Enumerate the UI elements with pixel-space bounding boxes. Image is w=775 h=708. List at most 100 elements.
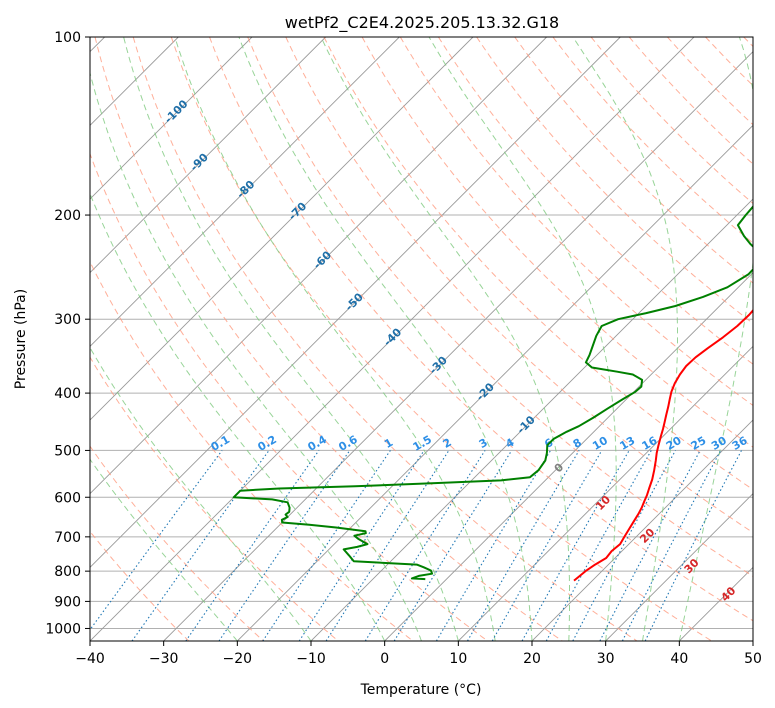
dry-adiabat-label: 30 bbox=[682, 556, 702, 576]
dry-adiabat-line bbox=[552, 37, 753, 244]
isotherm-line bbox=[384, 272, 753, 641]
y-tick-label: 200 bbox=[54, 208, 81, 224]
y-tick-label: 600 bbox=[54, 490, 81, 506]
x-tick-label: 20 bbox=[523, 651, 541, 667]
isotherm-line bbox=[90, 37, 326, 274]
moist-adiabat-line bbox=[428, 37, 617, 641]
x-tick-label: 30 bbox=[597, 651, 615, 667]
isotherm-label: -60 bbox=[311, 248, 334, 271]
moist-adiabat-line bbox=[90, 458, 238, 641]
y-tick-label: 1000 bbox=[45, 621, 81, 637]
isotherm-line bbox=[90, 37, 474, 421]
moist-adiabat-line bbox=[90, 346, 312, 641]
dry-adiabat-line bbox=[247, 37, 753, 577]
isotherm-label: -80 bbox=[234, 178, 257, 201]
dry-adiabat-line bbox=[705, 37, 753, 87]
isotherm-line bbox=[90, 37, 253, 200]
isotherm-line bbox=[605, 493, 753, 641]
dry-adiabat-line bbox=[476, 37, 753, 325]
isotherm-line bbox=[679, 566, 753, 641]
dry-adiabat-label: 20 bbox=[637, 526, 657, 546]
mixing-ratio-label: 4 bbox=[503, 436, 516, 451]
isotherm-label: -40 bbox=[381, 325, 404, 348]
plot-frame bbox=[89, 36, 754, 642]
y-tick-label: 300 bbox=[54, 312, 81, 328]
moist-adiabat-line bbox=[678, 37, 753, 641]
mixing-ratio-line bbox=[393, 450, 513, 641]
y-tick-label: 400 bbox=[54, 386, 81, 402]
dry-adiabat-line bbox=[132, 37, 638, 641]
dry-adiabat-line bbox=[743, 37, 753, 48]
dry-adiabat-line bbox=[90, 445, 264, 641]
mixing-ratio-line bbox=[325, 450, 450, 641]
isotherm-label: -100 bbox=[162, 97, 191, 126]
isotherm-line bbox=[163, 51, 753, 641]
moist-adiabat-line bbox=[123, 37, 459, 641]
isotherm-line bbox=[90, 37, 695, 641]
y-tick-label: 900 bbox=[54, 594, 81, 610]
chart-title: wetPf2_C2E4.2025.205.13.32.G18 bbox=[285, 13, 559, 33]
mixing-ratio-line bbox=[545, 450, 652, 641]
moist-adiabat-line bbox=[90, 192, 386, 641]
isotherm-line bbox=[531, 419, 753, 641]
isotherm-label: -90 bbox=[188, 151, 211, 174]
x-axis-label: Temperature (°C) bbox=[360, 682, 482, 698]
profile-lines bbox=[232, 205, 753, 582]
x-tick-label: 10 bbox=[449, 651, 467, 667]
x-tick-label: −10 bbox=[296, 651, 326, 667]
mixing-ratio-line bbox=[364, 450, 486, 641]
dry-adiabat-line bbox=[90, 260, 414, 641]
mixing-ratio-line bbox=[644, 450, 742, 641]
temperature-profile-line bbox=[573, 308, 753, 582]
y-axis-label: Pressure (hPa) bbox=[13, 289, 29, 389]
mixing-ratio-line bbox=[435, 450, 552, 641]
mixing-ratio-line bbox=[262, 450, 391, 641]
x-tick-label: 0 bbox=[380, 651, 389, 667]
dry-adiabat-line bbox=[590, 37, 753, 205]
x-tick-label: −40 bbox=[75, 651, 105, 667]
x-tick-label: −30 bbox=[149, 651, 179, 667]
y-tick-label: 500 bbox=[54, 443, 81, 459]
mixing-ratio-line bbox=[599, 450, 701, 641]
dry-adiabat-line bbox=[90, 356, 339, 641]
x-tick-label: 50 bbox=[744, 651, 762, 667]
dewpoint-profile-line bbox=[232, 205, 753, 581]
mixing-ratio-line bbox=[185, 450, 320, 641]
mixing-ratio-line bbox=[621, 450, 722, 641]
moist-adiabat-line bbox=[572, 37, 678, 641]
isotherm-label: -50 bbox=[343, 290, 366, 313]
x-tick-label: 40 bbox=[670, 651, 688, 667]
dry-adiabat-label: 10 bbox=[593, 493, 613, 513]
mixing-ratio-label: 2 bbox=[441, 436, 454, 451]
isotherm-label: -10 bbox=[515, 413, 538, 436]
mixing-ratio-line bbox=[572, 450, 676, 641]
y-tick-label: 800 bbox=[54, 564, 81, 580]
isotherm-line bbox=[458, 345, 753, 641]
axes: −40 −30 −20 −10 0 10 20 30 40 5010020030040050060… bbox=[45, 30, 762, 667]
isotherm-line bbox=[752, 640, 753, 641]
y-tick-label: 700 bbox=[54, 530, 81, 546]
mixing-ratio-line bbox=[298, 450, 425, 641]
isotherm-line bbox=[90, 37, 621, 568]
reference-line-labels: 0.1 0.2 0.4 0.6 1 1.5 2 3 4 6 8 10 13 16 20 25 30 36-100-… bbox=[162, 97, 750, 604]
mixing-ratio-line bbox=[521, 450, 630, 641]
dry-adiabat-line bbox=[437, 37, 753, 365]
isotherm-line bbox=[237, 124, 753, 641]
dry-adiabat-line bbox=[285, 37, 753, 534]
mixing-ratio-line bbox=[467, 450, 580, 641]
dry-adiabat-line bbox=[323, 37, 753, 491]
dry-adiabat-label: 0 bbox=[552, 460, 567, 475]
x-tick-label: −20 bbox=[223, 651, 253, 667]
mixing-ratio-line bbox=[90, 450, 223, 631]
isotherm-line bbox=[90, 37, 400, 347]
y-tick-label: 100 bbox=[54, 30, 81, 46]
dry-adiabat-line bbox=[209, 37, 753, 622]
isotherm-label: -20 bbox=[474, 380, 497, 403]
moist-adiabat-line bbox=[174, 37, 496, 641]
background-lines bbox=[90, 37, 753, 641]
isotherm-label: -70 bbox=[286, 200, 309, 223]
isotherm-label: -30 bbox=[427, 354, 450, 377]
mixing-ratio-line bbox=[218, 450, 351, 641]
dry-adiabat-line bbox=[170, 37, 712, 641]
